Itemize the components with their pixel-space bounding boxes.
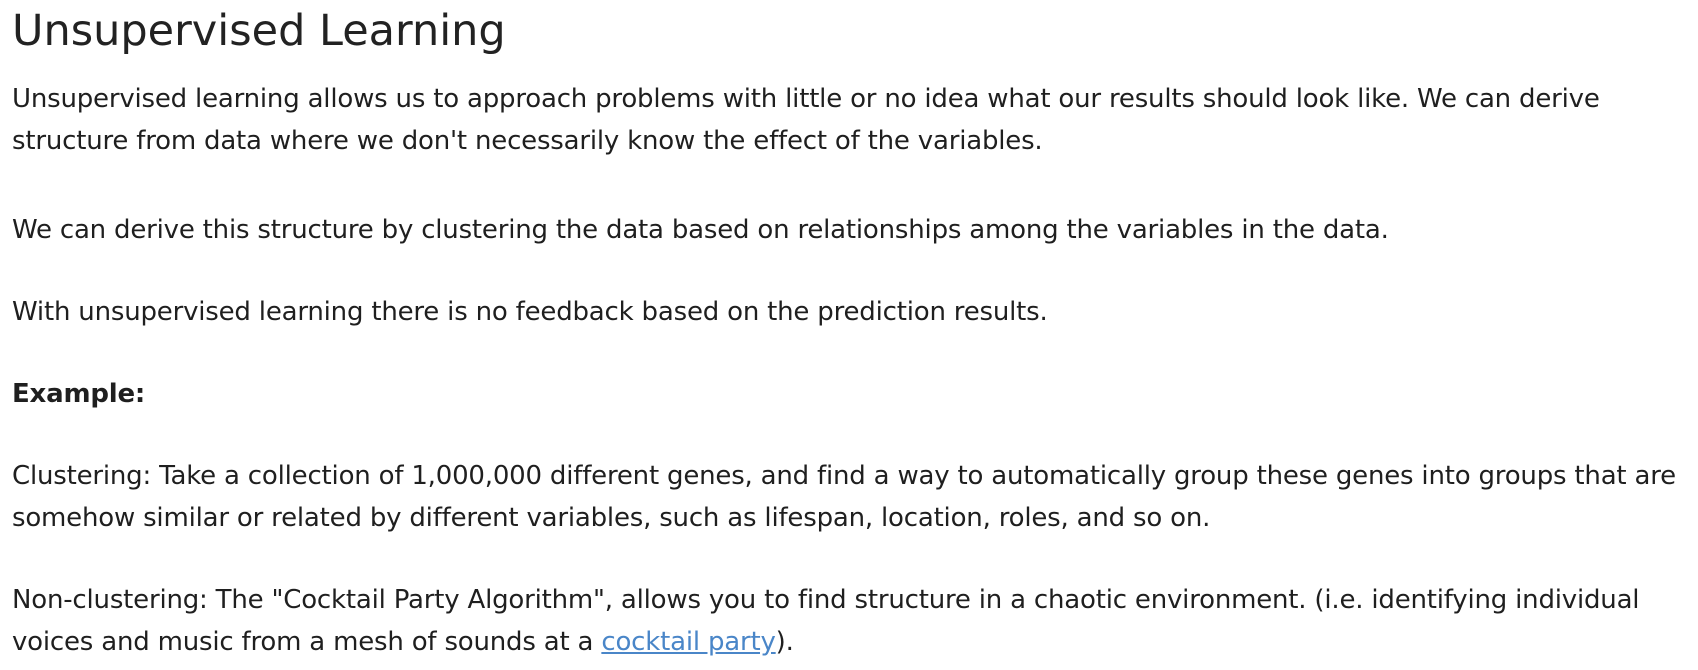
cocktail-party-link[interactable]: cocktail party: [601, 627, 776, 657]
example-heading: Example:: [12, 379, 146, 409]
nonclustering-prefix-text: Non-clustering: The "Cocktail Party Algo…: [12, 585, 1640, 657]
nonclustering-suffix-text: ).: [775, 627, 794, 657]
nonclustering-example-paragraph: Non-clustering: The "Cocktail Party Algo…: [12, 579, 1692, 663]
clustering-example-paragraph: Clustering: Take a collection of 1,000,0…: [12, 461, 1676, 533]
clustering-structure-paragraph: We can derive this structure by clusteri…: [12, 215, 1389, 245]
no-feedback-paragraph: With unsupervised learning there is no f…: [12, 297, 1048, 327]
page-title: Unsupervised Learning: [12, 6, 506, 56]
intro-paragraph: Unsupervised learning allows us to appro…: [12, 84, 1600, 156]
